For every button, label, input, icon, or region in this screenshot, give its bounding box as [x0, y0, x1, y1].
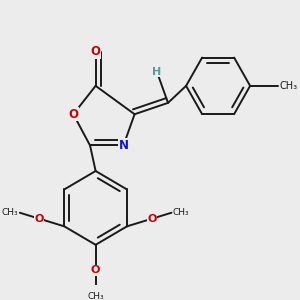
Text: O: O: [91, 265, 100, 275]
Text: O: O: [34, 214, 44, 224]
Text: O: O: [68, 108, 78, 121]
Text: CH₃: CH₃: [173, 208, 190, 217]
Text: O: O: [91, 45, 100, 58]
Text: CH₃: CH₃: [87, 292, 104, 300]
Text: CH₃: CH₃: [2, 208, 18, 217]
Text: H: H: [152, 67, 161, 77]
Text: CH₃: CH₃: [279, 81, 298, 91]
Text: N: N: [118, 139, 128, 152]
Text: O: O: [147, 214, 157, 224]
